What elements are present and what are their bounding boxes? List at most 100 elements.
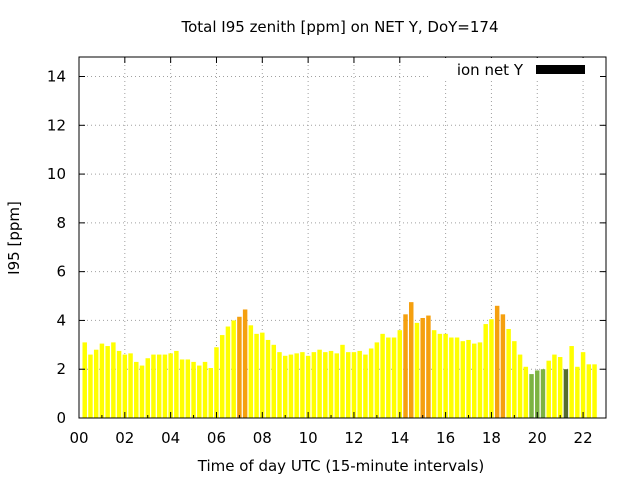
bar [88, 354, 93, 418]
y-tick-label: 4 [56, 311, 66, 329]
x-tick-label: 08 [253, 429, 272, 447]
bar [134, 361, 139, 418]
x-tick-label: 06 [207, 429, 226, 447]
bar [443, 333, 448, 418]
bar [569, 346, 574, 418]
y-axis-label: I95 [ppm] [5, 201, 23, 275]
bar [328, 350, 334, 418]
bar [363, 354, 368, 418]
bar [271, 344, 276, 418]
bar [403, 314, 408, 418]
bar [557, 357, 563, 418]
x-tick-label: 14 [390, 429, 409, 447]
y-tick-label: 14 [47, 68, 66, 86]
x-tick-label: 22 [574, 429, 593, 447]
bar [82, 342, 87, 418]
bar [529, 374, 534, 418]
bar [174, 350, 179, 418]
bar [523, 366, 529, 418]
bar [260, 332, 265, 418]
legend: ion net Y [428, 58, 600, 79]
bar [111, 342, 116, 418]
bar [225, 326, 231, 418]
bar [265, 339, 271, 418]
bar [231, 320, 236, 418]
bar [288, 354, 294, 418]
y-tick-label: 8 [56, 214, 66, 232]
bar [139, 365, 145, 418]
bar [420, 317, 425, 418]
bar [323, 352, 328, 418]
bar [128, 353, 133, 418]
bar [99, 343, 105, 418]
bar [483, 324, 488, 418]
bar [431, 330, 437, 418]
bar [512, 341, 517, 418]
bar [122, 354, 128, 418]
bar [305, 355, 311, 418]
x-axis-label: Time of day UTC (15-minute intervals) [197, 457, 484, 475]
bar [500, 314, 506, 418]
bar [242, 309, 248, 418]
bar [162, 354, 168, 418]
bar [575, 366, 580, 418]
bar [397, 330, 403, 418]
bar [477, 342, 483, 418]
bar [156, 354, 162, 418]
bar [540, 369, 546, 418]
bar [277, 352, 282, 418]
legend-label: ion net Y [457, 61, 524, 79]
x-tick-label: 10 [299, 429, 318, 447]
y-tick-label: 12 [47, 116, 66, 134]
bar [466, 339, 471, 418]
bar [300, 352, 305, 418]
x-tick-label: 00 [69, 429, 88, 447]
bar [386, 337, 391, 418]
x-tick-label: 18 [482, 429, 501, 447]
bar [380, 333, 385, 418]
bar [374, 342, 380, 418]
bars [82, 302, 597, 418]
chart-title: Total I95 zenith [ppm] on NET Y, DoY=174 [180, 18, 498, 36]
bar [151, 354, 156, 418]
bar [334, 353, 340, 418]
bar [254, 333, 259, 418]
x-tick-label: 02 [115, 429, 134, 447]
bar [368, 348, 374, 418]
bar [282, 355, 288, 418]
bar [506, 328, 511, 418]
bar [409, 302, 414, 418]
bar [185, 359, 191, 418]
bar [214, 347, 219, 418]
bar [208, 368, 213, 418]
bar [105, 346, 110, 418]
bar [437, 333, 443, 418]
bar [580, 352, 586, 418]
y-tick-label: 2 [56, 360, 66, 378]
bar [145, 358, 150, 418]
bar [552, 354, 557, 418]
bar [517, 354, 523, 418]
bar [237, 316, 242, 418]
bar [546, 360, 551, 418]
bar [168, 353, 173, 418]
bar [317, 349, 322, 418]
y-tick-label: 0 [56, 409, 66, 427]
y-tick-label: 10 [47, 165, 66, 183]
bar [294, 353, 299, 418]
bar [426, 315, 431, 418]
bar [351, 352, 357, 418]
bar [116, 350, 122, 418]
bar [454, 337, 460, 418]
bar [489, 319, 494, 418]
bar [449, 337, 454, 418]
bar [219, 335, 225, 418]
bar [535, 370, 540, 418]
bar [311, 352, 317, 418]
bar [191, 361, 196, 418]
bar [202, 361, 208, 418]
bar [494, 305, 500, 418]
x-tick-label: 12 [344, 429, 363, 447]
